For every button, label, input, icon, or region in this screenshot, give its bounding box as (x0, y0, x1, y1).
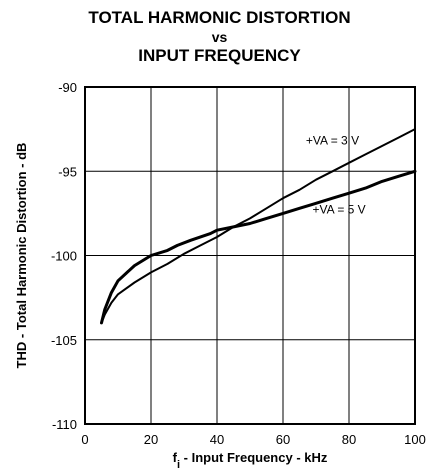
x-tick-label: 40 (210, 432, 224, 447)
y-tick-label: -105 (51, 333, 77, 348)
series-annotation: +VA = 3 V (306, 133, 359, 147)
y-tick-label: -90 (58, 80, 77, 95)
y-tick-label: -110 (52, 417, 77, 432)
x-tick-labels: 0 20 40 60 80 100 (81, 432, 425, 447)
y-tick-label: -100 (51, 249, 77, 264)
x-tick-label: 20 (144, 432, 158, 447)
x-tick-label: 0 (81, 432, 88, 447)
data-series (100, 128, 417, 325)
series-line-2 (100, 169, 417, 325)
x-tick-label: 100 (404, 432, 426, 447)
series-line-1 (100, 128, 416, 324)
plot-frame (84, 86, 416, 425)
chart-title-line-2: vs (211, 29, 228, 45)
x-tick-label: 80 (342, 432, 356, 447)
x-axis-label: fi - Input Frequency - kHz (173, 450, 328, 471)
y-tick-label: -95 (58, 164, 77, 179)
grid-lines (85, 87, 415, 424)
y-axis-label: THD - Total Harmonic Distortion - dB (14, 143, 29, 369)
y-tick-labels: -90 -95 -100 -105 -110 (51, 80, 77, 432)
chart-title-line-3: INPUT FREQUENCY (138, 46, 301, 65)
chart-title-line-1: TOTAL HARMONIC DISTORTION (88, 8, 351, 27)
x-axis-label-symbol: f (173, 450, 178, 465)
series-annotation: +VA = 5 V (313, 202, 366, 216)
x-axis-label-text: - Input Frequency - kHz (180, 450, 328, 465)
x-axis-label-subscript: i (177, 459, 180, 471)
x-tick-label: 60 (276, 432, 290, 447)
annotations: +VA = 3 V +VA = 5 V (306, 133, 366, 216)
